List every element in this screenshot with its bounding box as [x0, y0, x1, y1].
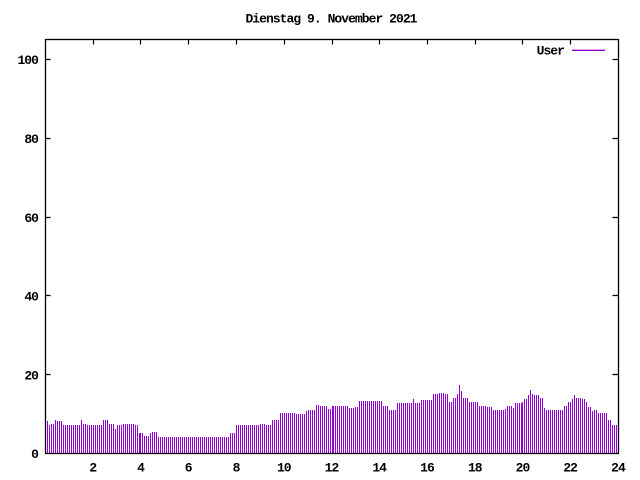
svg-text:0: 0: [31, 447, 39, 462]
svg-text:22: 22: [563, 461, 578, 476]
svg-text:80: 80: [24, 132, 39, 147]
svg-text:20: 20: [24, 368, 39, 383]
svg-text:20: 20: [516, 461, 531, 476]
svg-text:16: 16: [420, 461, 435, 476]
svg-text:100: 100: [17, 53, 39, 68]
svg-text:Dienstag 9. November 2021: Dienstag 9. November 2021: [245, 12, 417, 27]
svg-text:60: 60: [24, 211, 39, 226]
svg-text:14: 14: [372, 461, 387, 476]
svg-text:6: 6: [185, 461, 193, 476]
svg-text:2: 2: [89, 461, 97, 476]
svg-text:4: 4: [137, 461, 145, 476]
svg-text:40: 40: [24, 290, 39, 305]
svg-text:User: User: [537, 44, 565, 59]
svg-text:24: 24: [611, 461, 626, 476]
svg-text:8: 8: [233, 461, 241, 476]
svg-text:18: 18: [468, 461, 483, 476]
svg-text:12: 12: [325, 461, 340, 476]
svg-text:10: 10: [277, 461, 292, 476]
